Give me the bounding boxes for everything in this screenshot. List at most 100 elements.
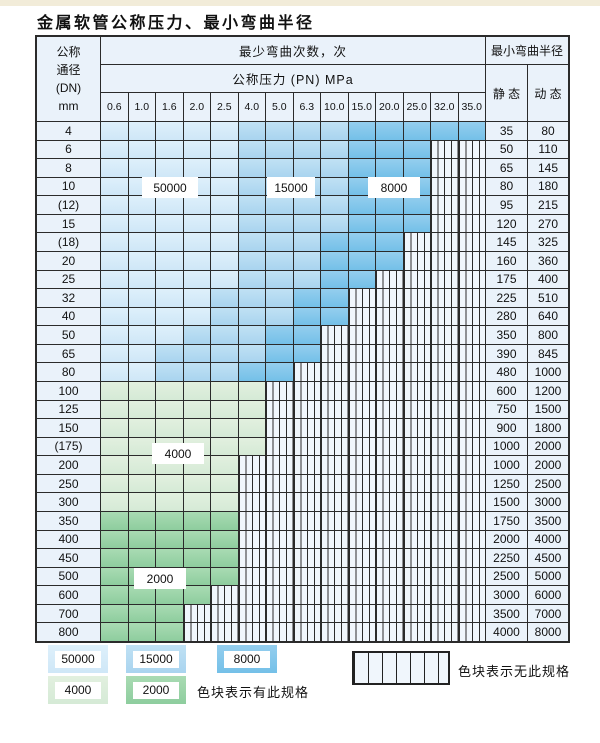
spec-cell [266,307,293,326]
no-spec-cell [376,549,403,567]
spec-cell [156,604,183,623]
spec-cell [128,363,155,381]
spec-cell [211,511,238,530]
no-spec-cell [431,251,458,270]
dynamic-radius-cell: 80 [528,122,568,140]
spec-cell [183,307,210,326]
dynamic-radius-cell: 145 [528,159,568,177]
spec-cell [183,363,210,381]
pressure-col-header: 35.0 [458,93,485,121]
spec-cell [376,122,403,140]
static-radius-cell: 4000 [486,623,527,641]
spec-cell [321,196,348,214]
no-spec-cell [431,270,458,289]
dynamic-radius-cell: 4000 [528,530,568,549]
no-spec-cell [431,233,458,251]
pressure-col-header: 2.0 [183,93,210,121]
spec-cell [403,196,430,214]
legend-swatch: 2000 [126,676,186,704]
spec-cell [156,363,183,381]
spec-cell [128,456,155,474]
legend-has-spec-text: 色块表示有此规格 [197,685,310,700]
spec-cell [238,289,265,307]
cycles-count-label: 4000 [152,443,204,464]
spec-cell [211,344,238,363]
no-spec-cell [348,456,375,474]
dynamic-radius-cell: 180 [528,177,568,196]
no-spec-cell [321,363,348,381]
no-spec-cell [348,344,375,363]
spec-cell [183,586,210,604]
dn-cell: 100 [37,381,100,400]
no-spec-cell [458,437,485,456]
spec-cell [101,549,128,567]
no-spec-cell [376,419,403,437]
spec-cell [238,381,265,400]
spec-cell [183,214,210,233]
spec-cell [128,196,155,214]
spec-cell [183,511,210,530]
no-spec-cell [458,270,485,289]
spec-cell [211,270,238,289]
spec-cell [128,233,155,251]
spec-cell [376,233,403,251]
spec-cell [321,214,348,233]
no-spec-cell [458,307,485,326]
spec-cell [293,140,320,159]
spec-cell [101,214,128,233]
dynamic-radius-cell: 2000 [528,437,568,456]
spec-cell [183,233,210,251]
no-spec-cell [293,567,320,586]
dynamic-radius-cell: 360 [528,251,568,270]
no-spec-cell [431,326,458,344]
dn-cell: 32 [37,289,100,307]
no-spec-cell [238,456,265,474]
no-spec-cell [348,326,375,344]
no-spec-cell [431,623,458,641]
dynamic-radius-cell: 400 [528,270,568,289]
no-spec-cell [431,140,458,159]
spec-cell [238,140,265,159]
spec-cell [348,140,375,159]
no-spec-cell [376,270,403,289]
static-radius-cell: 225 [486,289,527,307]
no-spec-cell [348,474,375,493]
no-spec-cell [293,549,320,567]
no-spec-cell [403,363,430,381]
spec-cell [266,122,293,140]
spec-cell [238,307,265,326]
spec-cell [128,474,155,493]
dn-cell: 50 [37,326,100,344]
spec-cell [156,140,183,159]
no-spec-cell [376,474,403,493]
spec-cell [293,307,320,326]
spec-cell [128,381,155,400]
no-spec-cell [293,623,320,641]
spec-cell [238,270,265,289]
no-spec-cell [321,344,348,363]
spec-cell [128,511,155,530]
spec-cell [321,251,348,270]
spec-cell [183,549,210,567]
spec-cell [183,381,210,400]
static-radius-cell: 120 [486,214,527,233]
no-spec-cell [348,623,375,641]
header-dn: 公称 通径 (DN) mm [37,37,100,121]
dn-cell: 20 [37,251,100,270]
dn-cell: 25 [37,270,100,289]
no-spec-cell [321,419,348,437]
spec-cell [348,251,375,270]
no-spec-cell [403,326,430,344]
no-spec-cell [431,307,458,326]
no-spec-cell [403,344,430,363]
no-spec-cell [238,604,265,623]
spec-cell [101,623,128,641]
no-spec-cell [376,511,403,530]
spec-cell [101,159,128,177]
spec-cell [156,511,183,530]
spec-cell [128,604,155,623]
dynamic-radius-cell: 510 [528,289,568,307]
dn-cell: 400 [37,530,100,549]
spec-cell [266,140,293,159]
no-spec-cell [293,511,320,530]
